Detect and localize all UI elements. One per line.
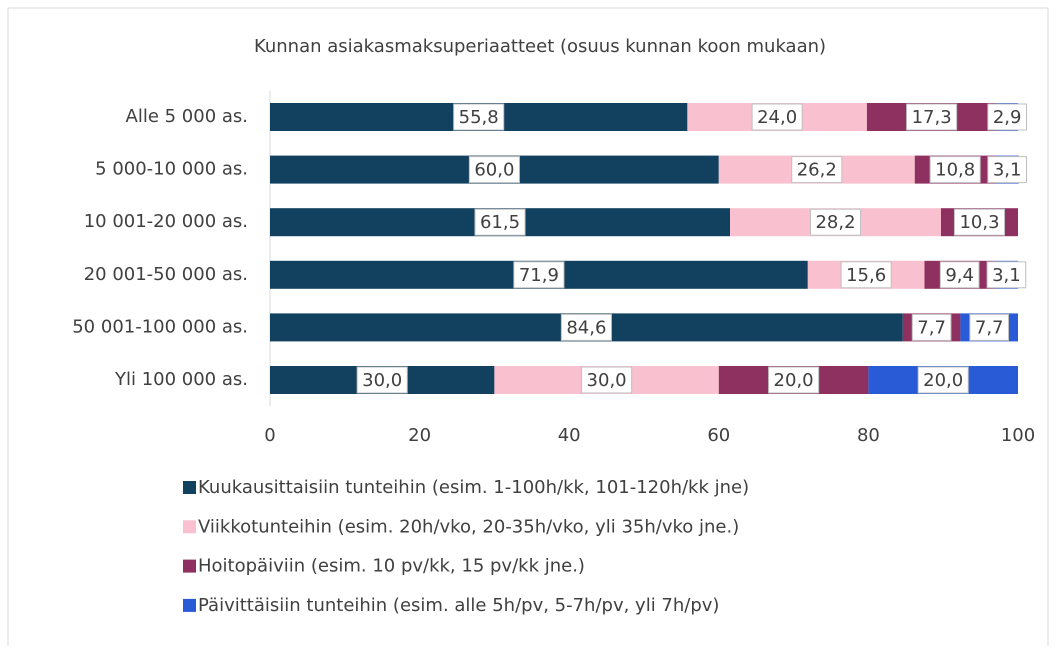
data-label-box	[513, 261, 565, 289]
data-label-box	[986, 261, 1027, 289]
data-label: 20,0	[774, 370, 814, 391]
data-label: 26,2	[797, 160, 837, 181]
legend-swatch	[183, 520, 196, 534]
data-label-box	[453, 103, 505, 131]
data-label-box	[953, 208, 1006, 236]
data-label: 30,0	[362, 370, 402, 391]
legend-swatch	[183, 598, 196, 612]
x-tick-label: 20	[408, 425, 431, 446]
data-label-box	[581, 366, 633, 394]
data-label-box	[911, 313, 952, 341]
data-label: 7,7	[917, 317, 946, 338]
data-label-box	[987, 103, 1027, 131]
data-label: 20,0	[923, 370, 963, 391]
data-label-box	[987, 156, 1027, 184]
data-label-box	[906, 103, 958, 131]
data-label: 3,1	[992, 265, 1021, 286]
y-tick-label: Yli 100 000 as.	[114, 369, 248, 390]
legend-swatch	[183, 481, 196, 494]
data-label-box	[468, 156, 520, 184]
y-tick-label: Alle 5 000 as.	[126, 106, 249, 127]
data-label-box	[929, 156, 981, 184]
data-label: 24,0	[757, 107, 797, 128]
y-tick-label: 5 000-10 000 as.	[95, 159, 248, 180]
data-label: 55,8	[459, 107, 499, 128]
legend-swatch	[183, 559, 196, 573]
data-label-box	[791, 156, 843, 184]
legend-label: Viikkotunteihin (esim. 20h/vko, 20-35h/v…	[198, 516, 739, 537]
legend-label: Hoitopäiviin (esim. 10 pv/kk, 15 pv/kk j…	[198, 556, 585, 577]
data-label-box	[939, 261, 980, 289]
data-label: 10,3	[959, 212, 999, 233]
data-label: 9,4	[945, 265, 974, 286]
y-tick-label: 50 001-100 000 as.	[72, 316, 248, 337]
legend-label: Kuukausittaisiin tunteihin (esim. 1-100h…	[198, 477, 749, 498]
data-label: 30,0	[587, 370, 627, 391]
x-tick-label: 0	[264, 425, 275, 446]
data-label-box	[969, 313, 1010, 341]
x-tick-label: 80	[857, 425, 880, 446]
data-label: 7,7	[975, 317, 1004, 338]
data-label-box	[751, 103, 803, 131]
y-tick-label: 20 001-50 000 as.	[84, 264, 248, 285]
data-label: 3,1	[993, 160, 1022, 181]
data-label: 84,6	[566, 317, 606, 338]
data-label-box	[356, 366, 408, 394]
data-label: 71,9	[519, 265, 559, 286]
data-label: 2,9	[993, 107, 1022, 128]
data-label: 10,8	[935, 160, 975, 181]
data-label: 17,3	[912, 107, 952, 128]
data-label: 60,0	[474, 160, 514, 181]
data-label-box	[768, 366, 820, 394]
data-label-box	[560, 313, 612, 341]
data-label-box	[917, 366, 969, 394]
data-label: 28,2	[815, 212, 855, 233]
legend-label: Päivittäisiin tunteihin (esim. alle 5h/p…	[198, 595, 719, 616]
x-tick-label: 40	[558, 425, 581, 446]
data-label: 15,6	[846, 265, 886, 286]
data-label-box	[474, 208, 526, 236]
x-tick-label: 100	[1001, 425, 1035, 446]
data-label-box	[840, 261, 892, 289]
y-tick-label: 10 001-20 000 as.	[84, 211, 248, 232]
data-label-box	[809, 208, 862, 236]
chart-title: Kunnan asiakasmaksuperiaatteet (osuus ku…	[254, 36, 826, 57]
x-tick-label: 60	[707, 425, 730, 446]
data-label: 61,5	[480, 212, 520, 233]
